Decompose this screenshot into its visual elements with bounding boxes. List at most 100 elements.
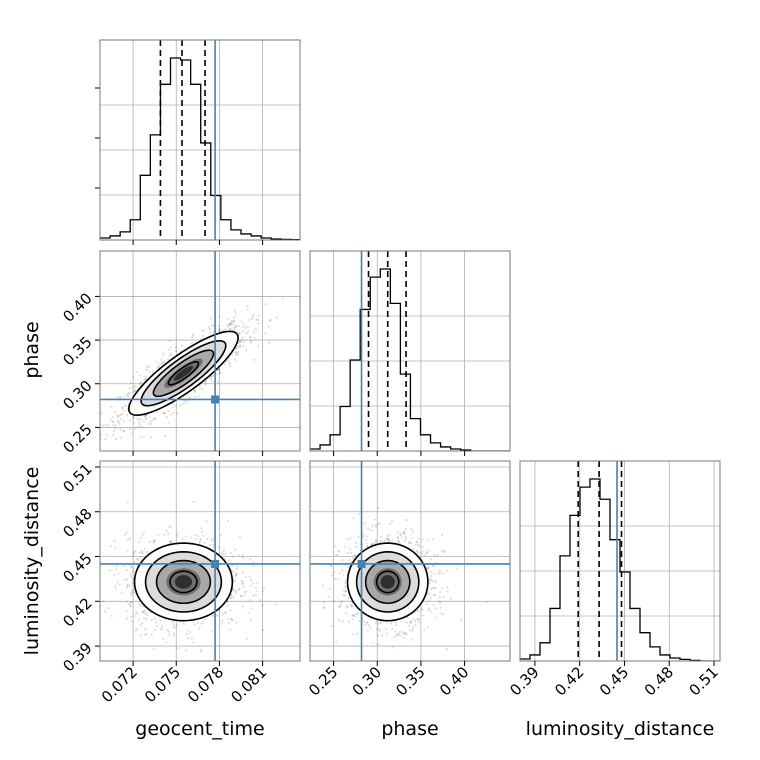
scatter-point xyxy=(439,606,442,609)
scatter-point xyxy=(427,539,430,542)
y-tick-label: 0.45 xyxy=(59,549,95,585)
scatter-point xyxy=(357,535,360,538)
scatter-point xyxy=(139,435,142,439)
scatter-point xyxy=(355,545,358,548)
scatter-point xyxy=(353,614,356,617)
scatter-point xyxy=(435,616,438,619)
scatter-point xyxy=(322,584,325,587)
scatter-point xyxy=(357,513,361,516)
scatter-point xyxy=(199,650,202,653)
scatter-point xyxy=(165,416,169,419)
histogram-luminosity_distance xyxy=(520,478,720,661)
scatter-point xyxy=(129,573,132,576)
scatter-point xyxy=(155,361,158,364)
scatter-point xyxy=(196,534,200,538)
scatter-point xyxy=(411,627,414,630)
scatter-point xyxy=(234,351,238,354)
scatter-point xyxy=(121,407,124,410)
scatter-point xyxy=(125,617,129,620)
scatter-point xyxy=(349,547,352,551)
scatter-point xyxy=(129,601,132,604)
scatter-point xyxy=(202,534,205,537)
scatter-point xyxy=(114,584,117,587)
scatter-point xyxy=(122,420,126,423)
scatter-point xyxy=(133,385,137,388)
scatter-point xyxy=(228,609,232,612)
scatter-point xyxy=(254,593,257,597)
scatter-point xyxy=(387,538,390,542)
scatter-point xyxy=(257,322,260,325)
scatter-point xyxy=(139,418,142,421)
scatter-point xyxy=(190,341,193,345)
scatter-point xyxy=(241,554,244,557)
scatter-point xyxy=(207,326,210,329)
scatter-point xyxy=(375,525,378,528)
scatter-point xyxy=(163,411,166,414)
scatter-point xyxy=(365,542,368,545)
scatter-point xyxy=(143,611,146,614)
scatter-point xyxy=(139,634,143,637)
scatter-point xyxy=(131,589,134,592)
scatter-point xyxy=(417,537,420,540)
panel-luminosity_distance-luminosity_distance: 0.39 0.42 0.45 0.48 0.51 xyxy=(506,460,722,699)
scatter-point xyxy=(176,412,179,415)
scatter-point xyxy=(334,578,337,581)
scatter-point xyxy=(209,376,212,379)
scatter-point xyxy=(355,612,359,615)
scatter-point xyxy=(333,570,336,574)
scatter-point xyxy=(189,630,192,634)
scatter-point xyxy=(126,538,130,542)
scatter-point xyxy=(336,578,339,581)
scatter-point xyxy=(115,564,118,568)
scatter-point xyxy=(238,345,242,348)
scatter-point xyxy=(343,594,346,598)
scatter-point xyxy=(168,354,171,357)
scatter-point xyxy=(152,541,155,544)
scatter-point xyxy=(338,605,341,609)
scatter-point xyxy=(219,372,222,375)
scatter-point xyxy=(370,543,373,546)
scatter-point xyxy=(226,317,229,320)
scatter-point xyxy=(198,395,201,398)
truth-marker xyxy=(357,559,366,568)
scatter-point xyxy=(110,614,113,618)
scatter-point xyxy=(342,589,345,592)
scatter-point xyxy=(416,617,419,620)
scatter-point xyxy=(122,430,125,433)
scatter-point xyxy=(112,424,115,427)
scatter-point xyxy=(344,584,347,588)
scatter-point xyxy=(202,329,205,332)
x-tick-label: 0.48 xyxy=(641,663,677,699)
scatter-point xyxy=(223,363,226,366)
scatter-point xyxy=(113,539,116,543)
scatter-point xyxy=(249,341,252,344)
scatter-point xyxy=(141,622,144,625)
x-tick-label: 0.078 xyxy=(184,663,227,706)
scatter-point xyxy=(138,551,141,554)
scatter-point xyxy=(217,546,220,549)
scatter-point xyxy=(250,607,253,610)
scatter-point xyxy=(384,627,387,631)
scatter-point xyxy=(128,585,131,588)
scatter-point xyxy=(129,604,132,607)
scatter-point xyxy=(264,303,268,306)
scatter-point xyxy=(126,578,129,581)
scatter-point xyxy=(204,380,208,383)
scatter-point xyxy=(130,432,133,435)
scatter-point xyxy=(162,360,165,364)
scatter-point xyxy=(131,577,134,580)
scatter-point xyxy=(387,538,390,541)
scatter-point xyxy=(414,623,417,626)
scatter-point xyxy=(442,596,445,599)
contour-line xyxy=(144,551,223,613)
scatter-point xyxy=(117,421,120,424)
scatter-point xyxy=(242,582,245,585)
scatter-point xyxy=(130,594,133,597)
scatter-point xyxy=(256,328,259,331)
x-tick-label: 0.35 xyxy=(392,663,428,699)
scatter-point xyxy=(409,620,413,623)
scatter-point xyxy=(116,416,119,419)
scatter-point xyxy=(253,358,256,361)
scatter-point xyxy=(380,634,384,637)
scatter-point xyxy=(439,590,442,594)
